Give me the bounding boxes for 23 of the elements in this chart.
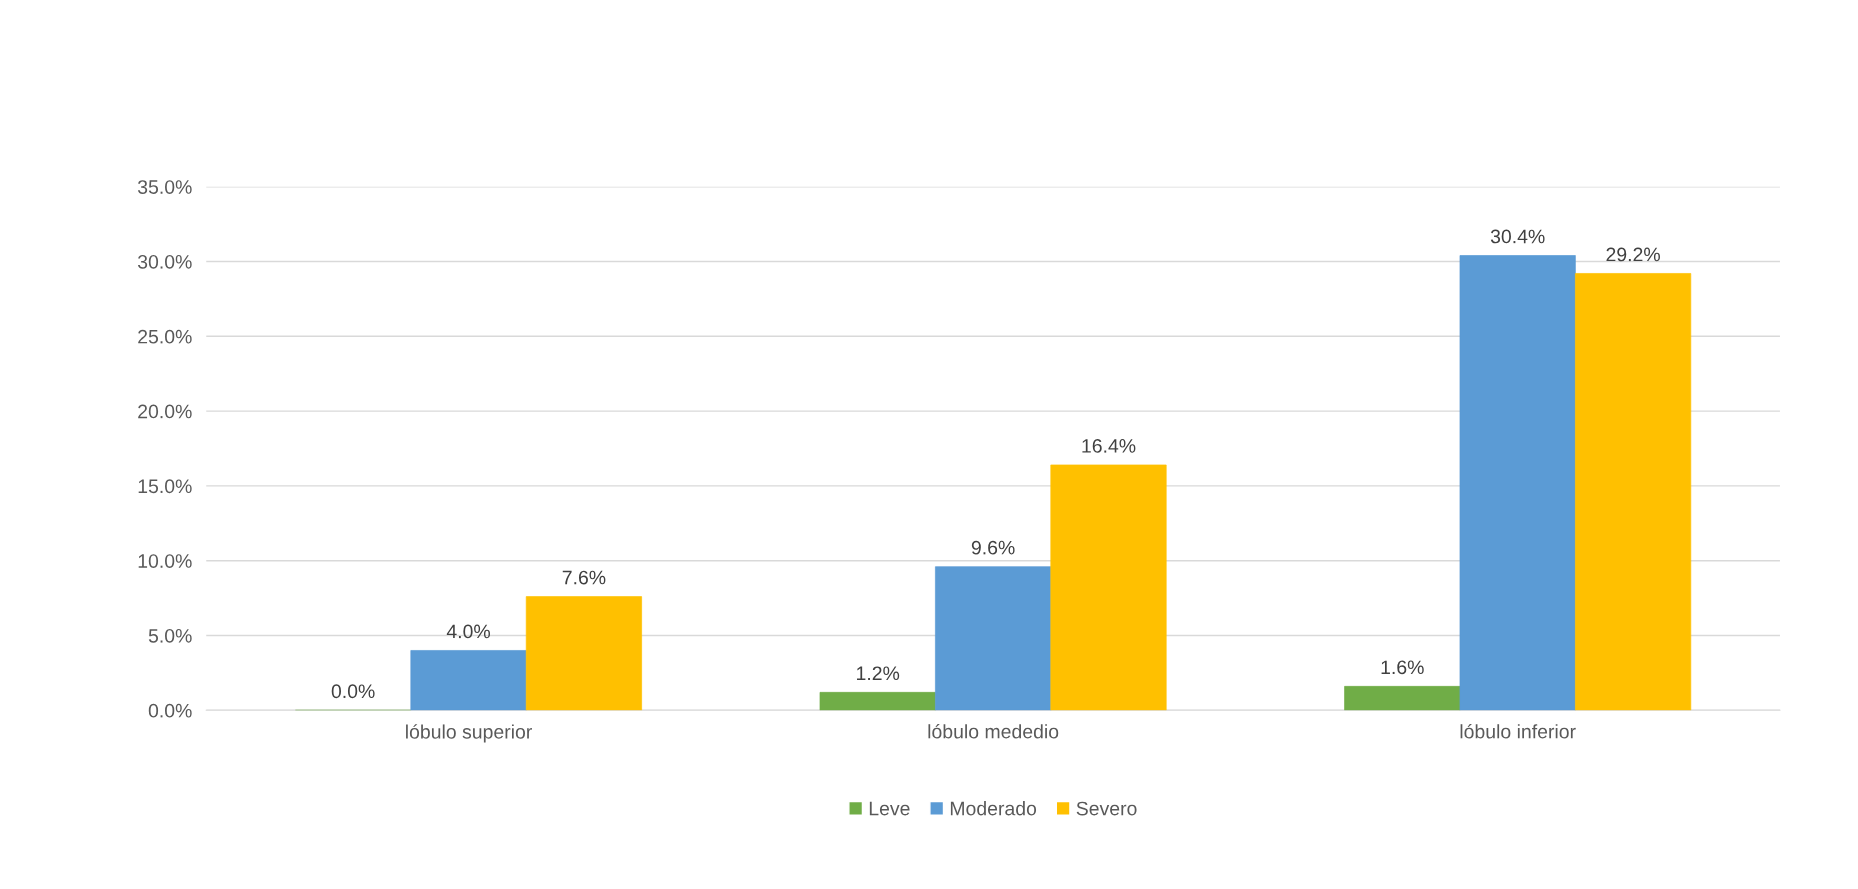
- y-tick-label: 20.0%: [138, 404, 192, 419]
- data-label: 1.6%: [1381, 660, 1424, 675]
- data-label: 0.0%: [331, 684, 375, 699]
- legend-label: Moderado: [950, 801, 1037, 816]
- data-label: 9.6%: [971, 540, 1015, 555]
- data-label: 7.6%: [562, 570, 606, 585]
- legend-label: Severo: [1076, 801, 1137, 816]
- x-tick-label: lóbulo inferior: [1460, 723, 1576, 739]
- y-tick-label: 5.0%: [148, 628, 192, 643]
- y-tick-label: 25.0%: [138, 329, 192, 344]
- data-label: 4.0%: [446, 624, 490, 639]
- x-tick-label: lóbulo mededio: [928, 723, 1059, 739]
- legend-label: Leve: [869, 801, 910, 816]
- data-label: 29.2%: [1606, 247, 1660, 262]
- y-tick-label: 15.0%: [138, 479, 192, 494]
- y-tick-label: 10.0%: [138, 554, 192, 568]
- y-tick-label: 30.0%: [137, 254, 192, 269]
- data-label: 30.4%: [1490, 229, 1545, 244]
- data-label: 16.4%: [1082, 439, 1136, 453]
- x-tick-label: lóbulo superior: [406, 724, 532, 743]
- y-tick-label: 35.0%: [137, 180, 192, 194]
- data-label: 1.2%: [857, 666, 900, 681]
- y-tick-label: 0.0%: [148, 703, 192, 718]
